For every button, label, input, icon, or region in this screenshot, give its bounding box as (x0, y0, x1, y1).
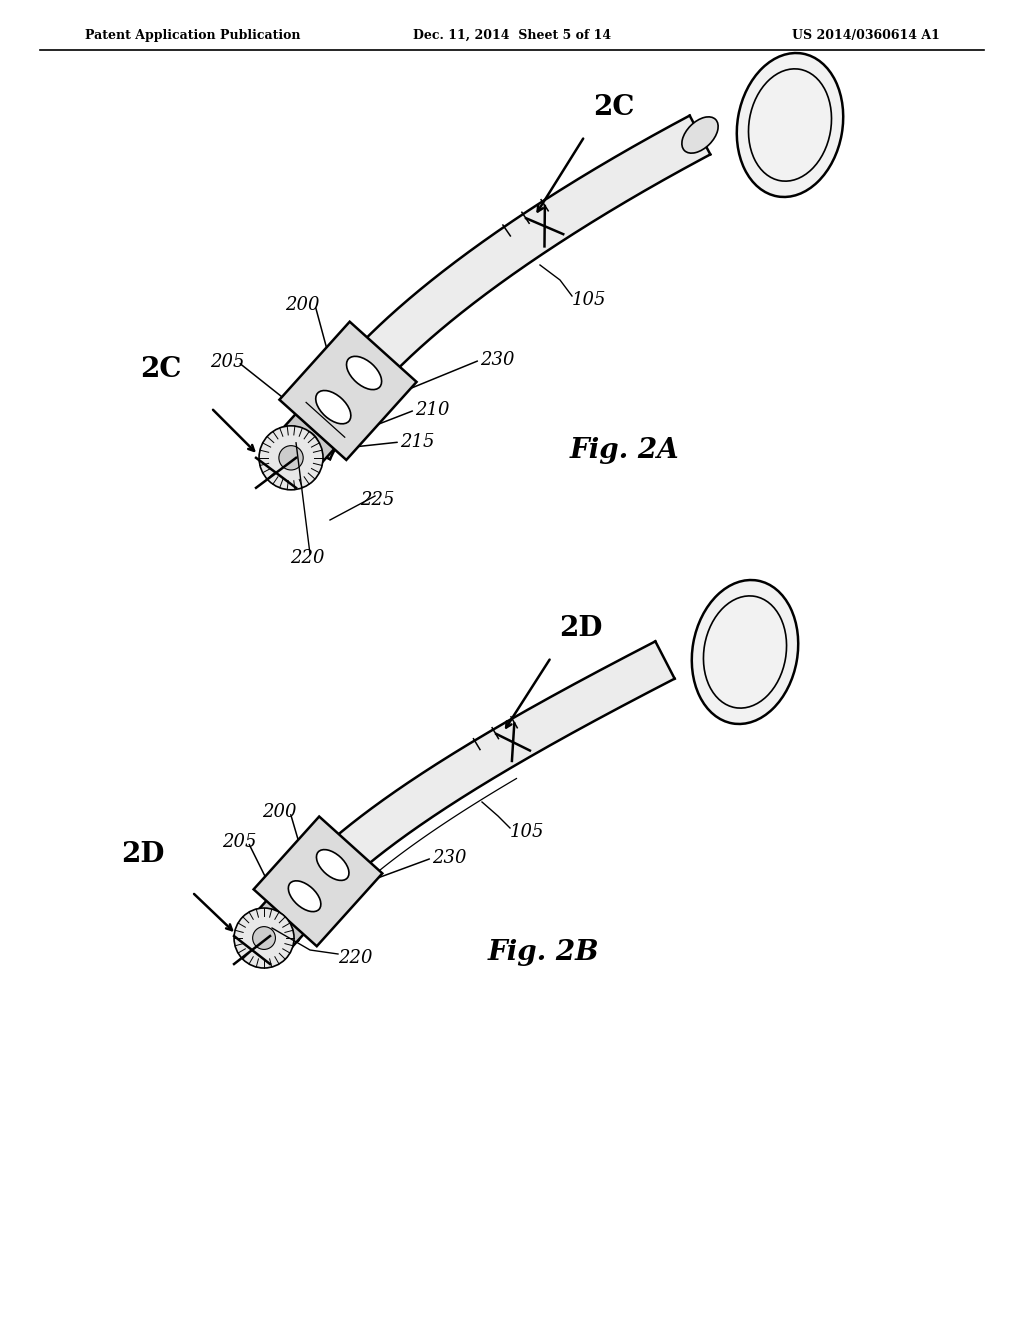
Text: 200: 200 (262, 803, 297, 821)
Text: 205: 205 (222, 833, 256, 851)
Text: 230: 230 (432, 849, 467, 867)
Text: Dec. 11, 2014  Sheet 5 of 14: Dec. 11, 2014 Sheet 5 of 14 (413, 29, 611, 41)
Ellipse shape (346, 356, 382, 389)
Ellipse shape (266, 912, 290, 936)
Polygon shape (262, 642, 675, 940)
Circle shape (234, 908, 294, 968)
Ellipse shape (315, 391, 351, 424)
Text: 105: 105 (510, 822, 545, 841)
Text: US 2014/0360614 A1: US 2014/0360614 A1 (793, 29, 940, 41)
Text: 220: 220 (338, 949, 373, 968)
Ellipse shape (289, 880, 321, 912)
Circle shape (279, 446, 303, 470)
Text: 230: 230 (480, 351, 514, 370)
Ellipse shape (749, 69, 831, 181)
Polygon shape (280, 385, 360, 466)
Polygon shape (254, 817, 382, 946)
Text: 2C: 2C (593, 94, 634, 121)
Ellipse shape (682, 117, 718, 153)
Polygon shape (290, 116, 711, 459)
Polygon shape (250, 876, 326, 953)
Ellipse shape (316, 850, 349, 880)
Ellipse shape (692, 579, 799, 723)
Circle shape (259, 426, 323, 490)
Circle shape (253, 927, 275, 949)
Text: 225: 225 (360, 491, 394, 510)
Ellipse shape (293, 430, 318, 455)
Text: 2D: 2D (121, 841, 164, 869)
Text: 210: 210 (415, 401, 450, 418)
Text: 105: 105 (572, 290, 606, 309)
Ellipse shape (737, 53, 843, 197)
Text: 2D: 2D (559, 615, 602, 643)
Text: 215: 215 (400, 433, 434, 451)
Ellipse shape (703, 595, 786, 708)
Polygon shape (790, 106, 830, 144)
Text: Patent Application Publication: Patent Application Publication (85, 29, 300, 41)
Text: 205: 205 (210, 352, 245, 371)
Text: Fig. 2B: Fig. 2B (488, 939, 600, 965)
Polygon shape (280, 322, 417, 459)
Text: 2C: 2C (139, 356, 181, 383)
Text: 220: 220 (290, 549, 325, 568)
Text: 200: 200 (285, 296, 319, 314)
Text: Fig. 2A: Fig. 2A (570, 437, 680, 463)
